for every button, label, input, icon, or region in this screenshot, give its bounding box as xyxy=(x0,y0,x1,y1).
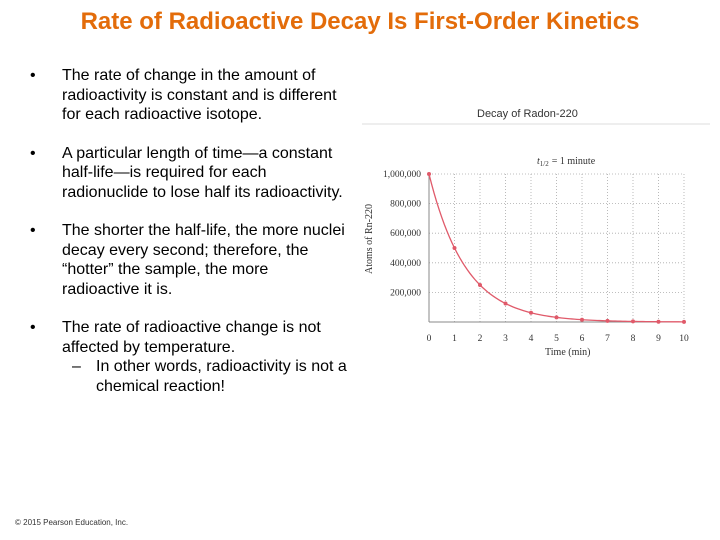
chart-title: Decay of Radon-220 xyxy=(477,108,578,120)
sub-bullet-text: In other words, radioactivity is not a c… xyxy=(96,358,347,395)
dash-icon: – xyxy=(72,358,81,375)
bullet-item: • The rate of radioactive change is not … xyxy=(30,318,350,396)
data-point xyxy=(529,310,533,315)
data-point xyxy=(554,315,559,320)
bullet-text: The rate of change in the amount of radi… xyxy=(62,67,337,123)
slide-title: Rate of Radioactive Decay Is First-Order… xyxy=(80,8,640,35)
bullet-item: • The rate of change in the amount of ra… xyxy=(30,66,350,125)
x-tick-label: 6 xyxy=(580,334,585,344)
series-layer xyxy=(427,172,686,324)
data-point xyxy=(580,317,584,322)
x-tick-label: 5 xyxy=(554,334,559,344)
y-tick-label: 200,000 xyxy=(390,288,421,298)
bullet-text: The shorter the half-life, the more nucl… xyxy=(62,222,345,298)
sub-bullet-item: – In other words, radioactivity is not a… xyxy=(72,357,350,396)
data-point xyxy=(478,283,482,287)
tick-layer: 200,000 400,000 600,000 800,000 1,000,000 0 1 2… xyxy=(383,170,689,344)
bullet-item: • A particular length of time—a constant… xyxy=(30,144,350,203)
y-tick-label: 600,000 xyxy=(390,229,421,239)
x-tick-label: 4 xyxy=(529,334,534,344)
data-point xyxy=(656,319,661,324)
decay-curve xyxy=(428,173,685,323)
x-axis-label: Time (min) xyxy=(545,347,590,358)
copyright-note: © 2015 Pearson Education, Inc. xyxy=(15,518,129,527)
x-tick-label: 0 xyxy=(427,334,432,344)
data-point xyxy=(631,319,635,324)
bullet-icon: • xyxy=(30,144,36,162)
data-point xyxy=(605,318,610,323)
half-life-annotation: t1/2 = 1 minute xyxy=(537,156,596,168)
annotation-base: t xyxy=(537,156,540,167)
x-tick-label: 2 xyxy=(478,334,483,344)
data-point xyxy=(427,172,431,176)
bullet-icon: • xyxy=(30,67,36,84)
x-tick-label: 10 xyxy=(679,334,689,344)
bullet-icon: • xyxy=(30,319,36,336)
x-tick-label: 1 xyxy=(452,334,457,344)
grid-layer xyxy=(428,173,685,323)
x-tick-label: 9 xyxy=(656,334,661,344)
data-point xyxy=(503,301,508,306)
data-point xyxy=(682,319,686,324)
annotation-rest: = 1 minute xyxy=(552,156,596,167)
bullet-list: • The rate of change in the amount of ra… xyxy=(30,66,350,415)
data-point xyxy=(452,246,457,250)
x-tick-label: 8 xyxy=(631,334,636,344)
x-tick-label: 3 xyxy=(503,334,508,344)
bullet-text: A particular length of time—a constant h… xyxy=(62,144,343,201)
y-axis-label: Atoms of Rn-220 xyxy=(364,204,375,274)
bullet-text: The rate of radioactive change is not af… xyxy=(62,319,321,356)
annotation-sub: 1/2 xyxy=(540,160,549,168)
y-tick-label: 1,000,000 xyxy=(383,170,421,180)
bullet-icon: • xyxy=(30,222,36,239)
y-tick-label: 800,000 xyxy=(390,200,421,210)
bullet-item: • The shorter the half-life, the more nu… xyxy=(30,221,350,299)
y-tick-label: 400,000 xyxy=(390,259,421,269)
x-tick-label: 7 xyxy=(605,334,610,344)
